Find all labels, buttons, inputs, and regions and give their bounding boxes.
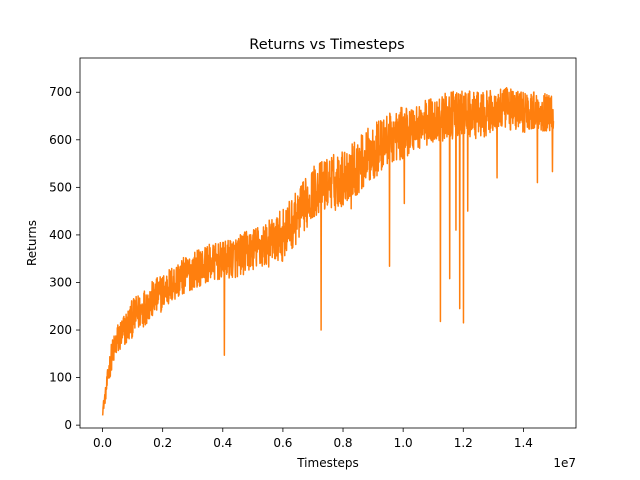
chart-title: Returns vs Timesteps <box>249 37 404 53</box>
y-tick-label: 0 <box>64 418 72 432</box>
returns-series-line <box>101 87 555 416</box>
y-tick-label: 600 <box>49 133 72 147</box>
y-axis: 0 100 200 300 400 500 600 700 <box>49 85 80 432</box>
x-tick-label: 0.4 <box>213 436 232 450</box>
y-axis-label: Returns <box>25 220 39 266</box>
y-tick-label: 100 <box>49 371 72 385</box>
x-offset-label: 1e7 <box>553 456 576 470</box>
x-tick-label: 0.0 <box>93 436 112 450</box>
x-tick-label: 1.0 <box>394 436 413 450</box>
x-tick-label: 0.2 <box>153 436 172 450</box>
x-tick-label: 1.4 <box>514 436 533 450</box>
x-tick-label: 0.6 <box>273 436 292 450</box>
x-tick-label: 1.2 <box>454 436 473 450</box>
x-tick-label: 0.8 <box>333 436 352 450</box>
y-tick-label: 500 <box>49 180 72 194</box>
y-tick-label: 400 <box>49 228 72 242</box>
y-tick-label: 700 <box>49 85 72 99</box>
y-tick-label: 300 <box>49 275 72 289</box>
plot-frame <box>79 57 577 429</box>
x-axis: 0.0 0.2 0.4 0.6 0.8 1.0 1.2 1.4 <box>93 428 533 450</box>
x-axis-label: Timesteps <box>296 456 359 470</box>
y-tick-label: 200 <box>49 323 72 337</box>
